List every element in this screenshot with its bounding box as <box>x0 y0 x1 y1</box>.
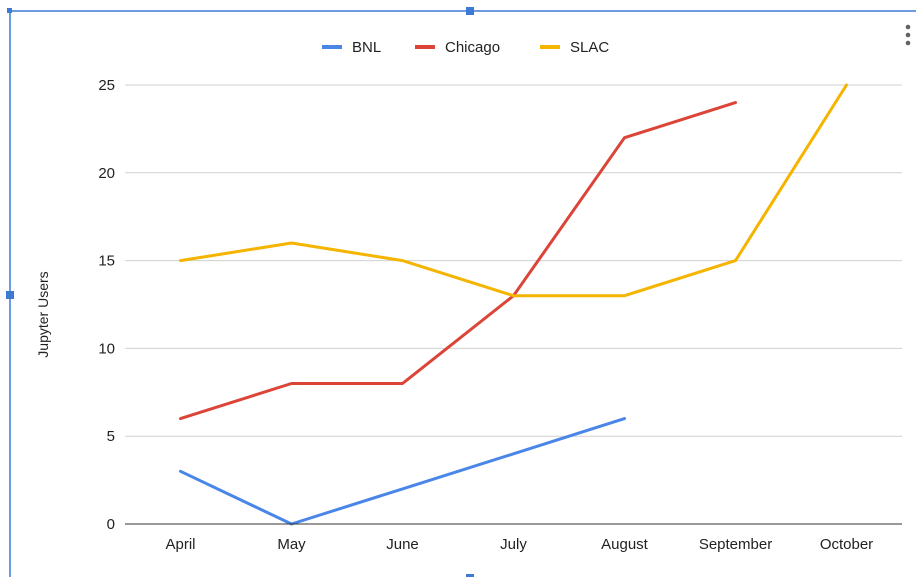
y-tick-label: 15 <box>98 253 115 270</box>
legend-swatch <box>540 45 560 49</box>
data-point[interactable] <box>733 100 739 106</box>
data-point[interactable] <box>622 416 628 422</box>
y-tick-label: 0 <box>107 516 115 533</box>
x-axis-ticks: April May June July August September October <box>165 536 873 553</box>
x-tick-label: April <box>165 536 195 553</box>
legend-label: SLAC <box>570 39 609 56</box>
y-tick-label: 10 <box>98 340 115 357</box>
legend-item-bnl[interactable]: BNL <box>322 39 381 56</box>
y-axis-ticks: 0 5 10 15 20 25 <box>98 77 115 533</box>
legend-item-chicago[interactable]: Chicago <box>415 39 500 56</box>
data-point[interactable] <box>178 416 184 422</box>
legend-swatch <box>415 45 435 49</box>
selection-handle-bottom[interactable] <box>466 574 474 577</box>
data-point[interactable] <box>178 258 184 264</box>
y-tick-label: 5 <box>107 428 115 445</box>
data-point[interactable] <box>733 258 739 264</box>
data-point[interactable] <box>178 468 184 474</box>
legend-label: BNL <box>352 39 381 56</box>
selection-handle-left[interactable] <box>6 291 14 299</box>
y-tick-label: 20 <box>98 165 115 182</box>
data-point[interactable] <box>400 258 406 264</box>
legend-item-slac[interactable]: SLAC <box>540 39 609 56</box>
x-tick-label: June <box>386 536 419 553</box>
series-line-slac[interactable] <box>179 83 848 298</box>
data-point[interactable] <box>400 381 406 387</box>
legend: BNL Chicago SLAC <box>322 39 609 56</box>
x-tick-label: September <box>699 536 772 553</box>
y-tick-label: 25 <box>98 77 115 94</box>
more-vertical-icon[interactable] <box>905 24 911 46</box>
series-line-chicago[interactable] <box>179 101 737 421</box>
series-line-bnl[interactable] <box>179 417 626 526</box>
selection-handle-top[interactable] <box>466 7 474 15</box>
data-point[interactable] <box>400 486 406 492</box>
legend-swatch <box>322 45 342 49</box>
y-axis-title: Jupyter Users <box>35 271 51 357</box>
data-point[interactable] <box>844 82 850 88</box>
legend-label: Chicago <box>445 39 500 56</box>
selection-frame <box>9 10 916 577</box>
data-point[interactable] <box>289 240 295 246</box>
data-point[interactable] <box>511 451 517 457</box>
series-lines <box>178 82 850 526</box>
x-tick-label: May <box>277 536 306 553</box>
x-tick-label: August <box>601 536 649 553</box>
data-point[interactable] <box>622 293 628 299</box>
data-point[interactable] <box>511 293 517 299</box>
data-point[interactable] <box>622 135 628 141</box>
selection-handle-top-left[interactable] <box>7 8 12 13</box>
x-tick-label: October <box>820 536 873 553</box>
data-point[interactable] <box>289 381 295 387</box>
gridlines <box>125 84 902 437</box>
x-tick-label: July <box>500 536 527 553</box>
